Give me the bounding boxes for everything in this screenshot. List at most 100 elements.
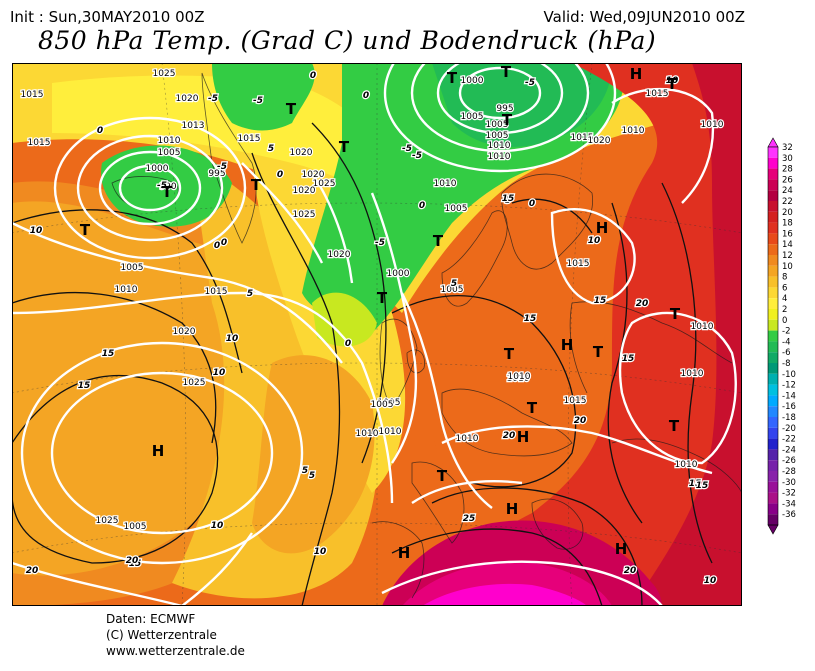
legend-label: 20 <box>782 208 793 218</box>
pressure-center-label: T <box>80 221 91 239</box>
temperature-label: 5 <box>247 289 253 299</box>
pressure-label: 1010 <box>379 427 402 437</box>
temperature-label: 20 <box>26 566 39 576</box>
legend-label: -36 <box>782 510 796 520</box>
legend-swatch <box>768 330 778 342</box>
legend-label: -22 <box>782 435 796 445</box>
legend-label: -14 <box>782 391 796 401</box>
pressure-center-label: H <box>152 442 165 460</box>
pressure-label: 1005 <box>486 131 509 141</box>
legend-swatch <box>768 276 778 288</box>
pressure-center-label: H <box>615 540 628 558</box>
temp-field-lightorange-center <box>252 355 375 554</box>
pressure-label: 1005 <box>121 263 144 273</box>
temperature-label: 10 <box>211 521 224 531</box>
temperature-label: 15 <box>524 314 537 324</box>
pressure-label: 1025 <box>153 69 176 79</box>
legend-swatch <box>768 438 778 450</box>
legend-swatch <box>768 395 778 407</box>
pressure-center-label: T <box>286 100 297 118</box>
pressure-label: 1025 <box>293 210 316 220</box>
temperature-label: 0 <box>310 71 316 81</box>
legend-label: 18 <box>782 219 793 229</box>
pressure-center-label: T <box>501 63 512 81</box>
copyright: (C) Wetterzentrale <box>106 628 217 642</box>
pressure-label: 1005 <box>486 120 509 130</box>
temperature-label: 15 <box>502 194 515 204</box>
temperature-label: 0 <box>277 170 283 180</box>
legend-swatch <box>768 503 778 515</box>
isobars <box>12 63 737 606</box>
pressure-label: 1020 <box>328 250 351 260</box>
temperature-label: 20 <box>574 416 587 426</box>
temperature-label: 15 <box>696 481 709 491</box>
legend-swatch <box>768 417 778 428</box>
pressure-label: 1000 <box>146 164 169 174</box>
legend-label: -20 <box>782 424 796 434</box>
pressure-center-label: T <box>437 467 448 485</box>
pressure-center-label: T <box>593 343 604 361</box>
legend-swatch <box>768 341 778 353</box>
pressure-label: 1010 <box>158 136 181 146</box>
temperature-label: 20 <box>503 431 516 441</box>
pressure-center-label: T <box>251 176 262 194</box>
legend-swatch <box>768 352 778 363</box>
temperature-label: -5 <box>253 96 263 106</box>
legend-swatch <box>768 265 778 277</box>
legend-label: 32 <box>782 143 793 153</box>
temp-field-darkred-east <box>632 63 742 606</box>
pressure-label: 1013 <box>182 121 205 131</box>
legend-label: 16 <box>782 229 793 239</box>
temperature-label: 5 <box>505 196 511 206</box>
pressure-label: 995 <box>208 169 225 179</box>
legend-label: 2 <box>782 305 787 315</box>
temp-field-red-east <box>432 63 742 606</box>
temperature-label: 10 <box>588 236 601 246</box>
legend-label: -2 <box>782 327 790 337</box>
legend-swatch <box>768 406 778 417</box>
pressure-label: 1010 <box>488 152 511 162</box>
legend-swatch <box>768 157 778 169</box>
legend-label: -18 <box>782 413 796 423</box>
pressure-label: 1025 <box>183 378 206 388</box>
temperature-label: 20 <box>126 556 139 566</box>
temperature-label: -5 <box>375 238 385 248</box>
init-time: Init : Sun,30MAY2010 00Z <box>10 8 205 26</box>
data-source: Daten: ECMWF <box>106 612 196 626</box>
legend-swatch <box>768 147 778 158</box>
legend-label: -34 <box>782 499 796 509</box>
map-title: 850 hPa Temp. (Grad C) und Bodendruck (h… <box>38 26 657 55</box>
temperature-label: 5 <box>309 471 315 481</box>
legend-swatch <box>768 255 778 266</box>
temp-field-lightyellow-north <box>52 75 412 203</box>
legend-swatch <box>768 427 778 439</box>
pressure-label: 1015 <box>21 90 44 100</box>
pressure-label: 1005 <box>441 285 464 295</box>
legend-swatch <box>768 384 778 396</box>
pressure-label: 1015 <box>571 133 594 143</box>
temperature-label: 0 <box>221 238 227 248</box>
pressure-label: 1025 <box>96 516 119 526</box>
legend-label: -10 <box>782 370 796 380</box>
legend-swatch <box>768 222 778 234</box>
temp-field-darkgreen-north <box>432 63 612 147</box>
legend-label: -4 <box>782 337 790 347</box>
pressure-center-label: T <box>447 69 458 87</box>
legend-label: -32 <box>782 489 796 499</box>
pressure-center-label: H <box>561 336 574 354</box>
temperature-label: -5 <box>412 151 422 161</box>
pressure-label: 1005 <box>124 522 147 532</box>
pressure-label: 1010 <box>488 141 511 151</box>
legend-label: -30 <box>782 478 796 488</box>
temperature-label: 15 <box>102 349 115 359</box>
pressure-label: 1015 <box>567 259 590 269</box>
legend-label: -24 <box>782 445 796 455</box>
pressure-center-label: H <box>517 428 530 446</box>
pressure-label: 1010 <box>434 179 457 189</box>
legend-swatch <box>768 373 778 385</box>
pressure-label: 1010 <box>701 120 724 130</box>
pressure-label: 1010 <box>681 369 704 379</box>
temperature-label: 15 <box>129 559 142 569</box>
legend-label: -6 <box>782 348 790 358</box>
legend-swatch <box>768 168 778 180</box>
